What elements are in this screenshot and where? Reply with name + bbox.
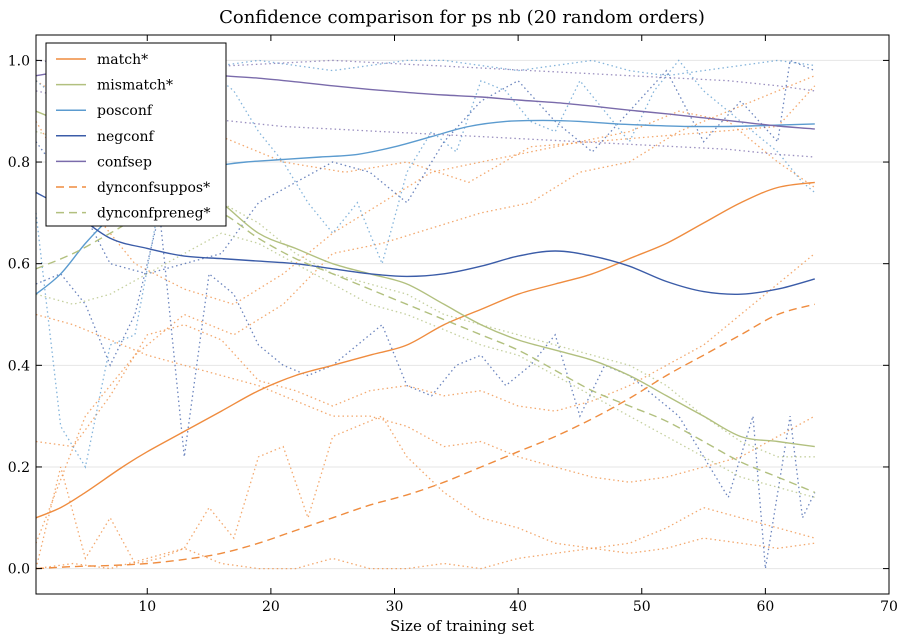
legend-label-2: posconf bbox=[97, 103, 154, 119]
legend-label-6: dynconfpreneg* bbox=[97, 206, 211, 222]
legend: match* mismatch* posconf negconf confsep dync… bbox=[45, 42, 227, 227]
x-tick-label-1: 20 bbox=[262, 599, 280, 615]
legend-label-4: confsep bbox=[97, 154, 152, 170]
chart-title: Confidence comparison for ps nb (20 rand… bbox=[219, 7, 705, 28]
x-tick-label-4: 50 bbox=[633, 599, 651, 615]
legend-label-3: negconf bbox=[97, 129, 156, 145]
background-run-8 bbox=[35, 59, 815, 112]
x-tick-label-5: 60 bbox=[756, 599, 774, 615]
y-tick-label-5: 1.0 bbox=[8, 53, 30, 69]
background-run-2 bbox=[35, 252, 816, 448]
background-run-3 bbox=[35, 313, 816, 483]
background-run-4 bbox=[35, 415, 815, 569]
legend-frame bbox=[45, 42, 227, 227]
y-tick-label-3: 0.6 bbox=[8, 257, 30, 273]
x-tick-label-0: 10 bbox=[138, 599, 156, 615]
background-run-11 bbox=[35, 59, 815, 92]
background-run-7 bbox=[35, 59, 816, 469]
series-line-negconf bbox=[35, 191, 815, 295]
background-run-12 bbox=[35, 90, 815, 158]
background-run-10 bbox=[35, 59, 816, 275]
legend-label-1: mismatch* bbox=[97, 78, 173, 94]
axis-ticks: 0.0 0.2 0.4 0.6 0.8 1.0 10 20 30 40 50 60 70 bbox=[8, 35, 898, 615]
background-run-9 bbox=[35, 212, 816, 569]
y-tick-label-1: 0.2 bbox=[8, 460, 30, 476]
x-tick-label-3: 40 bbox=[509, 599, 527, 615]
background-run-14 bbox=[35, 232, 815, 499]
series-line-match bbox=[35, 181, 815, 519]
background-runs bbox=[35, 59, 816, 570]
y-tick-label-0: 0.0 bbox=[8, 562, 30, 578]
plot-frame bbox=[35, 34, 890, 595]
legend-label-5: dynconfsuppos* bbox=[97, 180, 210, 196]
x-axis-label: Size of training set bbox=[390, 617, 534, 635]
series-line-dynconfsuppos bbox=[35, 303, 815, 570]
y-tick-label-2: 0.4 bbox=[8, 358, 30, 374]
x-tick-label-6: 70 bbox=[880, 599, 898, 615]
background-run-1 bbox=[35, 75, 816, 544]
background-run-5 bbox=[35, 506, 815, 570]
x-tick-label-2: 30 bbox=[386, 599, 404, 615]
legend-label-0: match* bbox=[97, 52, 148, 68]
y-tick-label-4: 0.8 bbox=[8, 155, 30, 171]
gridlines bbox=[36, 59, 889, 570]
